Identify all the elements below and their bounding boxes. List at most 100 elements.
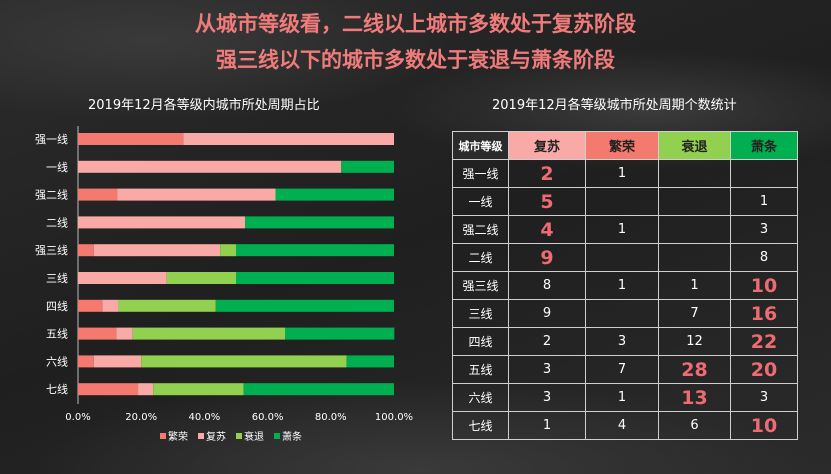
table-cell (730, 159, 798, 188)
bar-segment-萧条 (346, 355, 394, 368)
headline-line1: 从城市等级看，二线以上城市多数处于复苏阶段 (195, 12, 636, 36)
table-cell: 三线 (452, 299, 509, 328)
table-cell: 22 (730, 327, 798, 356)
bar-segment-萧条 (236, 244, 394, 257)
bar-segment-衰退 (153, 383, 244, 396)
table-cell: 1 (658, 271, 731, 300)
table-title: 2019年12月各等级城市所处周期个数统计 (492, 98, 737, 113)
cycle-count-table: 城市等级 复苏 繁荣 衰退 萧条 强一线 2 1 一线 5 1 强二线 4 1 3 二线 9 8 强三线 8 1 1 10 三… (452, 131, 798, 440)
bar-segment-萧条 (236, 272, 394, 284)
table-cell: 12 (658, 327, 731, 356)
bar-segment-繁荣 (78, 244, 94, 257)
table-cell: 3 (508, 383, 586, 412)
table-row: 三线 9 7 16 (452, 299, 798, 328)
bar-segment-衰退 (132, 327, 286, 340)
legend-label: 复苏 (206, 430, 226, 443)
table-row: 六线 3 1 13 3 (452, 383, 798, 412)
table-cell: 3 (730, 215, 798, 244)
bar-segment-繁荣 (78, 355, 94, 368)
table-cell: 3 (730, 383, 798, 412)
column-header: 萧条 (730, 131, 798, 160)
table-row: 七线 1 4 6 10 (452, 411, 798, 440)
table-cell: 9 (508, 243, 586, 272)
table-row: 强二线 4 1 3 (452, 215, 798, 244)
bar-segment-萧条 (245, 216, 394, 229)
column-header: 复苏 (508, 131, 586, 160)
column-header: 繁荣 (585, 131, 659, 160)
bar-segment-复苏 (116, 327, 133, 340)
x-tick-label: 0.0% (65, 412, 90, 423)
bar-segment-繁荣 (78, 188, 118, 201)
table-cell: 20 (730, 355, 798, 384)
bar-segment-繁荣 (78, 133, 184, 145)
table-cell: 七线 (452, 411, 509, 440)
bar-segment-萧条 (341, 160, 394, 173)
table-cell: 4 (585, 411, 659, 440)
table-cell (658, 243, 731, 272)
table-row: 四线 2 3 12 22 (452, 327, 798, 356)
legend-swatch (236, 433, 242, 439)
bar-segment-萧条 (215, 299, 394, 312)
y-tick-label: 二线 (46, 215, 68, 229)
table-cell: 4 (508, 215, 586, 244)
column-header: 衰退 (658, 131, 731, 160)
table-cell: 六线 (452, 383, 509, 412)
table-header-row: 城市等级 复苏 繁荣 衰退 萧条 (452, 131, 798, 160)
x-tick-label: 80.0% (315, 412, 347, 423)
bar-segment-复苏 (138, 383, 154, 396)
bar-segment-萧条 (285, 327, 395, 340)
y-tick-label: 强一线 (35, 132, 68, 146)
y-tick-label: 七线 (46, 382, 68, 396)
table-cell: 1 (508, 411, 586, 440)
bar-segment-繁荣 (78, 383, 139, 396)
table-cell: 6 (658, 411, 731, 440)
table-cell (585, 299, 659, 328)
table-cell: 8 (730, 243, 798, 272)
table-cell: 28 (658, 355, 731, 384)
table-row: 一线 5 1 (452, 187, 798, 216)
table-cell (658, 159, 731, 188)
y-tick-label: 六线 (46, 354, 68, 368)
legend-swatch (274, 433, 280, 439)
bar-segment-繁荣 (78, 299, 103, 312)
table-cell: 3 (585, 327, 659, 356)
y-tick-label: 三线 (46, 271, 68, 285)
table-cell: 1 (585, 215, 659, 244)
table-cell (585, 243, 659, 272)
table-cell: 强二线 (452, 215, 509, 244)
table-cell: 强一线 (452, 159, 509, 188)
table-cell: 1 (585, 271, 659, 300)
legend-label: 衰退 (244, 430, 264, 443)
y-tick-label: 强二线 (35, 188, 68, 202)
table-cell: 9 (508, 299, 586, 328)
bar-segment-衰退 (166, 272, 236, 284)
chart-title: 2019年12月各等级内城市所处周期占比 (88, 98, 320, 113)
table-cell: 1 (585, 159, 659, 188)
y-tick-label: 四线 (46, 299, 68, 313)
table-cell: 一线 (452, 187, 509, 216)
table-cell (658, 215, 731, 244)
bar-segment-复苏 (93, 355, 142, 368)
legend-label: 繁荣 (168, 430, 188, 443)
x-tick-label: 60.0% (252, 412, 284, 423)
table-cell: 7 (658, 299, 731, 328)
bar-segment-复苏 (117, 188, 276, 201)
table-cell: 1 (585, 383, 659, 412)
table-cell: 五线 (452, 355, 509, 384)
table-cell: 2 (508, 159, 586, 188)
legend-swatch (160, 433, 166, 439)
table-cell (658, 187, 731, 216)
legend-swatch (198, 433, 204, 439)
table-cell: 10 (730, 411, 798, 440)
bar-segment-衰退 (141, 355, 347, 368)
bar-segment-衰退 (118, 299, 216, 312)
table-cell: 8 (508, 271, 586, 300)
bar-segment-复苏 (102, 299, 119, 312)
table-cell: 2 (508, 327, 586, 356)
table-cell: 16 (730, 299, 798, 328)
column-header: 城市等级 (452, 131, 509, 160)
y-tick-label: 五线 (46, 327, 68, 341)
bar-segment-复苏 (78, 272, 167, 284)
table-cell: 强三线 (452, 271, 509, 300)
